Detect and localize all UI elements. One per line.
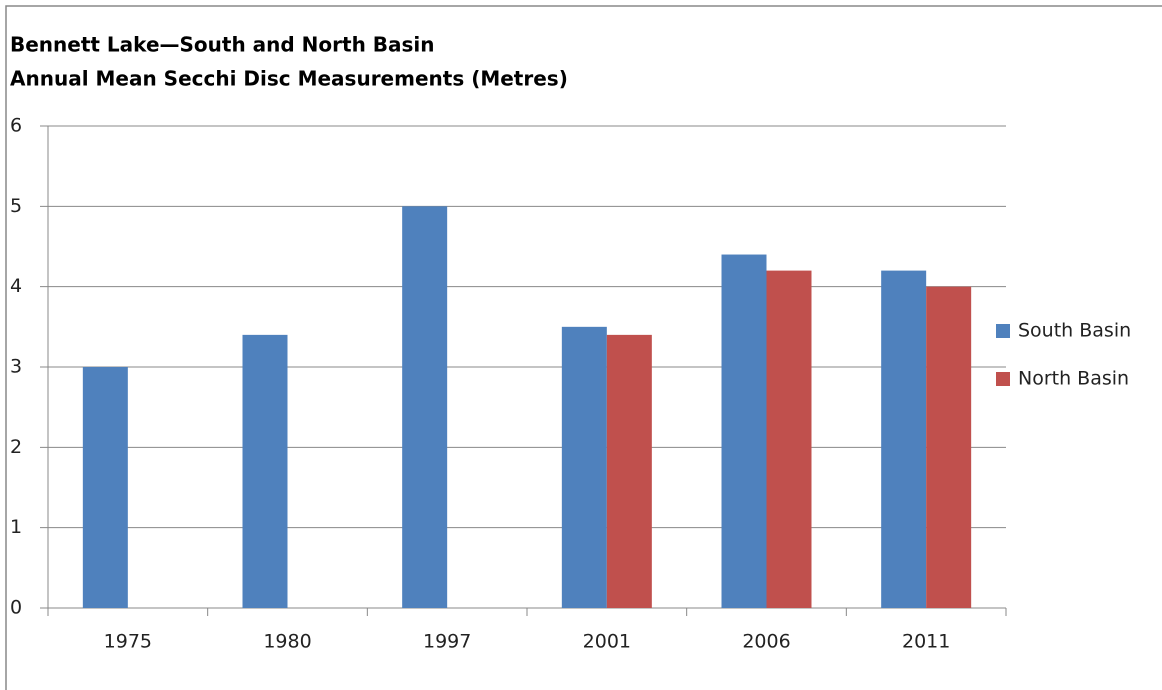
bar [606, 334, 652, 608]
bar [82, 367, 128, 608]
y-tick-label: 4 [10, 275, 22, 297]
bar [926, 286, 972, 608]
x-tick-label: 1980 [263, 631, 311, 653]
chart-title: Bennett Lake—South and North Basin [10, 33, 435, 57]
legend-label: North Basin [1018, 368, 1129, 390]
y-tick-label: 6 [10, 115, 22, 137]
y-tick-label: 5 [10, 195, 22, 217]
x-tick-label: 1997 [423, 631, 471, 653]
bar [561, 326, 607, 608]
y-tick-label: 2 [10, 436, 22, 458]
x-tick-label: 2001 [583, 631, 631, 653]
legend-swatch [996, 324, 1010, 338]
chart-subtitle: Annual Mean Secchi Disc Measurements (Me… [10, 67, 568, 91]
bar [881, 270, 927, 608]
x-tick-label: 1975 [104, 631, 152, 653]
legend-label: South Basin [1018, 320, 1131, 342]
bar [721, 254, 767, 609]
bar [242, 334, 288, 608]
y-tick-label: 1 [10, 516, 22, 538]
legend-swatch [996, 372, 1010, 386]
bar [766, 270, 812, 608]
bar [402, 206, 448, 609]
y-tick-label: 0 [10, 597, 22, 619]
x-tick-label: 2006 [742, 631, 790, 653]
x-tick-label: 2011 [902, 631, 950, 653]
y-tick-label: 3 [10, 356, 22, 378]
